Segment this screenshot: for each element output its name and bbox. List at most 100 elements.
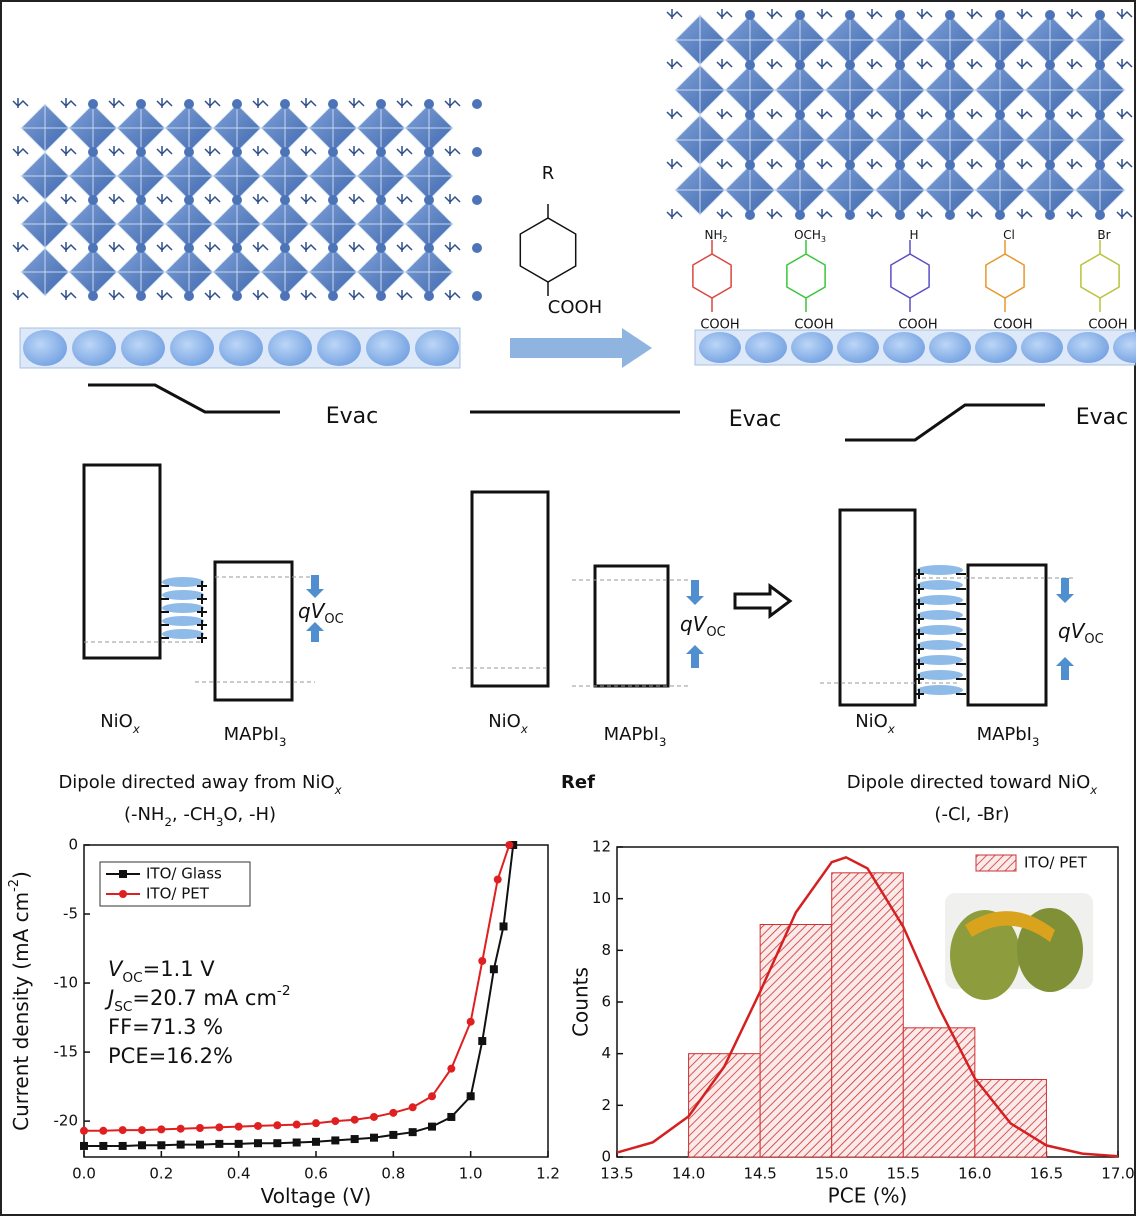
atom xyxy=(328,195,338,205)
voc-label: qVOC xyxy=(1058,619,1104,648)
organic-cation xyxy=(1067,9,1082,19)
legend-label: ITO/ PET xyxy=(1024,854,1088,872)
perovskite-label-run: 3 xyxy=(1032,735,1039,749)
organic-cation xyxy=(767,9,782,19)
perovskite-label-run: MAPbI xyxy=(604,724,659,745)
organic-cation xyxy=(1067,59,1082,69)
acid-label: COOH xyxy=(898,318,937,333)
evac-label: Evac xyxy=(326,404,379,429)
x-tick-label: 1.0 xyxy=(459,1165,483,1183)
atom xyxy=(795,10,805,20)
substituent-label-run: Br xyxy=(1097,228,1110,242)
organic-cation xyxy=(445,98,460,108)
acid-label: COOH xyxy=(993,318,1032,333)
organic-cation xyxy=(1117,9,1132,19)
annotation-run: OC xyxy=(122,970,142,986)
atom xyxy=(895,60,905,70)
y-tick-label: 4 xyxy=(601,1044,611,1062)
atom xyxy=(136,195,146,205)
substrate-particle xyxy=(219,330,263,366)
organic-cation xyxy=(717,209,732,219)
x-tick-label: 13.5 xyxy=(600,1165,633,1183)
marker xyxy=(235,1123,243,1131)
perovskite-label: MAPbI3 xyxy=(977,724,1040,749)
atom xyxy=(232,291,242,301)
marker xyxy=(494,876,502,884)
marker xyxy=(312,1138,320,1146)
organic-cation xyxy=(1017,9,1032,19)
marker xyxy=(138,1141,146,1149)
x-tick-label: 15.0 xyxy=(815,1165,848,1183)
atom xyxy=(472,99,482,109)
marker xyxy=(196,1124,204,1132)
atom xyxy=(376,99,386,109)
organic-cation xyxy=(767,109,782,119)
caption-run: , -CH xyxy=(172,804,216,825)
organic-cation xyxy=(1067,209,1082,219)
organic-cation xyxy=(301,98,316,108)
organic-cation xyxy=(717,159,732,169)
substrate-particle xyxy=(366,330,410,366)
caption: Dipole directed away from NiOx xyxy=(58,772,342,797)
atom xyxy=(88,243,98,253)
organic-cation xyxy=(349,290,364,300)
arrow xyxy=(306,575,324,598)
marker xyxy=(177,1125,185,1133)
substrate-particle xyxy=(72,330,116,366)
marker xyxy=(331,1117,339,1125)
marker xyxy=(157,1125,165,1133)
nio-label-run: NiO xyxy=(855,711,888,732)
organic-cation xyxy=(109,194,124,204)
atom xyxy=(88,147,98,157)
marker xyxy=(409,1128,417,1136)
histogram-bar xyxy=(903,1028,975,1157)
atom xyxy=(795,160,805,170)
organic-cation xyxy=(349,194,364,204)
organic-cation xyxy=(1117,109,1132,119)
y-tick-label: 0 xyxy=(68,836,78,854)
atom xyxy=(424,99,434,109)
substituent-label-run: 3 xyxy=(821,235,826,244)
annotation: PCE=16.2% xyxy=(108,1044,233,1068)
annotation-run: -2 xyxy=(277,983,291,999)
atom xyxy=(280,243,290,253)
open-arrow xyxy=(735,586,790,616)
caption-run: 3 xyxy=(216,815,223,829)
atom xyxy=(1095,60,1105,70)
perovskite-label-run: MAPbI xyxy=(224,724,279,745)
organic-cation xyxy=(61,242,76,252)
caption: (-NH2, -CH3O, -H) xyxy=(124,804,276,829)
atom xyxy=(184,195,194,205)
marker xyxy=(505,841,513,849)
marker xyxy=(467,1018,475,1026)
atom xyxy=(424,195,434,205)
nio-label-run: NiO xyxy=(488,711,521,732)
atom xyxy=(995,160,1005,170)
organic-cation xyxy=(13,290,28,300)
atom xyxy=(945,60,955,70)
x-tick-label: 0.0 xyxy=(72,1165,96,1183)
voc-label-run: OC xyxy=(1084,632,1103,647)
organic-cation xyxy=(13,146,28,156)
organic-cation xyxy=(867,109,882,119)
perovskite-label-run: MAPbI xyxy=(977,724,1032,745)
x-tick-label: 14.5 xyxy=(743,1165,776,1183)
organic-cation xyxy=(1067,159,1082,169)
x-tick-label: 16.0 xyxy=(958,1165,991,1183)
atom xyxy=(184,147,194,157)
organic-cation xyxy=(967,209,982,219)
organic-cation xyxy=(717,59,732,69)
organic-cation xyxy=(301,194,316,204)
atom xyxy=(1095,160,1105,170)
marker xyxy=(478,957,486,965)
organic-cation xyxy=(397,146,412,156)
vacuum-level xyxy=(88,385,280,412)
marker xyxy=(370,1134,378,1142)
atom xyxy=(845,160,855,170)
atom xyxy=(895,10,905,20)
x-tick-label: 0.2 xyxy=(149,1165,173,1183)
voc-label-run: qV xyxy=(298,599,326,623)
atom xyxy=(280,99,290,109)
annotation: FF=71.3 % xyxy=(108,1015,223,1039)
atom xyxy=(328,99,338,109)
